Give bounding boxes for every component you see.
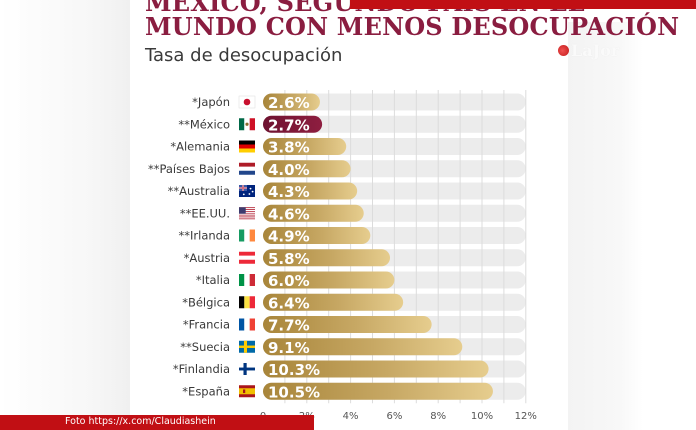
bar: [263, 182, 358, 200]
bar-value-label: 6.0%: [268, 272, 310, 290]
x-tick-label: 4%: [343, 411, 359, 422]
netherlands-flag-icon: [239, 162, 255, 175]
x-tick-label: 10%: [471, 411, 493, 422]
bar: [263, 338, 463, 356]
italy-flag-icon: [239, 274, 255, 286]
germany-flag-icon: [239, 140, 255, 153]
bar: [263, 138, 347, 155]
sweden-flag-icon: [239, 340, 255, 353]
category-label: **Países Bajos: [148, 162, 230, 176]
x-tick-label: 8%: [430, 411, 446, 422]
logo: LaJor: [558, 41, 619, 60]
category-label: *Alemania: [170, 140, 230, 154]
category-label: *Italia: [196, 273, 230, 287]
france-flag-icon: [239, 318, 255, 331]
category-label: **Suecia: [180, 340, 230, 354]
usa-flag-icon: [239, 207, 255, 220]
category-label: **Irlanda: [179, 229, 231, 243]
category-label: *Finlandia: [173, 362, 230, 376]
bar: [263, 360, 489, 378]
bar: [263, 115, 323, 133]
spain-flag-icon: [239, 385, 255, 398]
category-label: *Austria: [184, 251, 230, 265]
australia-flag-icon: [239, 185, 255, 197]
bar: [263, 160, 351, 178]
category-label: *Japón: [192, 95, 230, 109]
bar-value-label: 3.8%: [268, 139, 310, 157]
bar-value-label: 4.9%: [268, 228, 310, 246]
belgium-flag-icon: [239, 296, 255, 309]
photo-credit-banner: Foto https://x.com/Claudiashein: [0, 415, 314, 430]
top-banner: [350, 0, 696, 9]
bar: [263, 293, 404, 311]
blurred-background-right: [568, 22, 643, 430]
x-tick-label: 12%: [515, 411, 537, 422]
category-label: **EE.UU.: [180, 206, 230, 220]
bar: [263, 227, 371, 244]
category-label: *Bélgica: [182, 295, 230, 309]
bar: [263, 93, 320, 111]
category-label: *Francia: [183, 318, 230, 332]
bar-value-label: 7.7%: [268, 317, 310, 335]
bar-value-label: 9.1%: [268, 339, 310, 357]
bar-value-label: 4.0%: [268, 161, 310, 179]
category-label: *España: [182, 384, 230, 398]
bar: [263, 204, 364, 222]
title-line-2: MUNDO CON MENOS DESOCUPACIÓN: [145, 12, 680, 41]
logo-text: LaJor: [571, 41, 620, 60]
bar-value-label: 2.7%: [268, 116, 310, 134]
bar-value-label: 4.6%: [268, 205, 310, 223]
bar-value-label: 5.8%: [268, 250, 310, 268]
mexico-flag-icon: [239, 118, 255, 131]
bar: [263, 316, 432, 333]
bar-value-label: 10.3%: [268, 361, 320, 379]
bar-value-label: 4.3%: [268, 183, 310, 201]
x-tick-label: 6%: [386, 411, 402, 422]
bar-value-label: 6.4%: [268, 294, 310, 312]
category-label: **Australia: [168, 184, 230, 198]
category-label: **México: [178, 117, 230, 131]
bar: [263, 249, 391, 267]
logo-dot-icon: [558, 45, 569, 56]
bar-value-label: 10.5%: [268, 383, 320, 401]
photo-credit: Foto https://x.com/Claudiashein: [65, 416, 216, 427]
bar: [263, 271, 395, 289]
bar: [263, 382, 493, 400]
chart-subtitle: Tasa de desocupación: [145, 45, 343, 66]
blurred-background-left: [0, 0, 130, 415]
japan-flag-icon: [238, 95, 256, 109]
austria-flag-icon: [239, 251, 255, 264]
finland-flag-icon: [239, 363, 255, 375]
ireland-flag-icon: [239, 229, 255, 242]
bar-value-label: 2.6%: [268, 94, 310, 112]
